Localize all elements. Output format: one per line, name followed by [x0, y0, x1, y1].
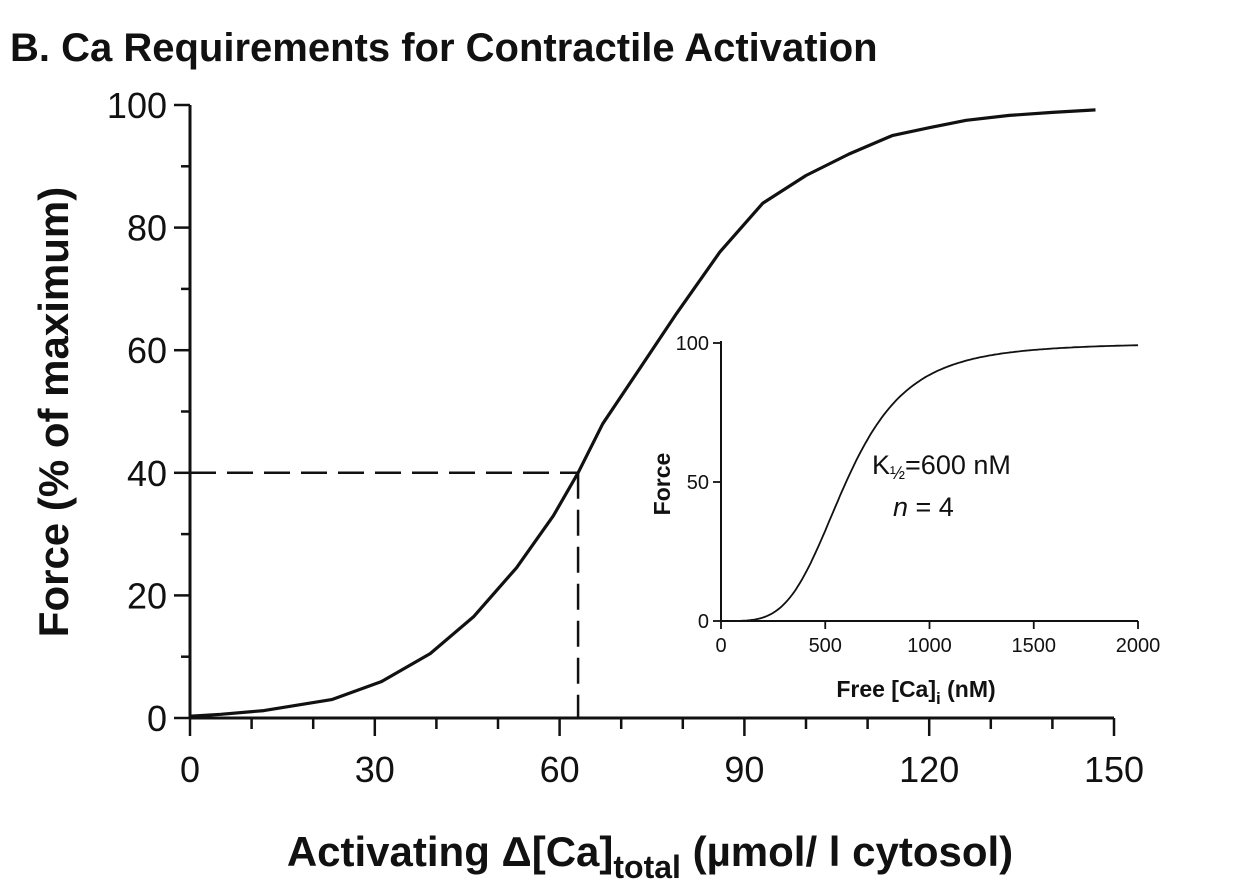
main-x-axis-label: Activating Δ[Ca]total (µmol/ l cytosol) [287, 828, 1013, 885]
x-tick-label: 120 [899, 749, 959, 790]
inset-y-tick-label: 50 [687, 472, 709, 494]
inset-x-tick-label: 1000 [907, 635, 952, 657]
x-tick-label: 150 [1084, 749, 1144, 790]
inset-x-tick-label: 2000 [1116, 635, 1161, 657]
figure-title: B. Ca Requirements for Contractile Activ… [10, 26, 878, 70]
main-series-line [189, 108, 1096, 718]
inset-series-line [721, 344, 1139, 622]
y-tick-label: 40 [127, 453, 167, 494]
x-tick-label: 0 [180, 749, 200, 790]
inset-y-tick-label: 0 [698, 611, 709, 633]
inset-x-tick-label: 500 [809, 635, 842, 657]
inset-y-tick-label: 100 [676, 333, 709, 355]
y-tick-label: 100 [107, 85, 167, 126]
y-tick-label: 60 [127, 330, 167, 371]
inset-chart: 0 500 1000 1500 2000 0 50 100 Force Free [Ca]i … [649, 333, 1160, 708]
y-tick-label: 20 [127, 575, 167, 616]
y-tick-label: 0 [147, 698, 167, 739]
inset-y-axis-label: Force [649, 453, 675, 516]
inset-khalf-annotation: K½=600 nM [872, 450, 1011, 483]
inset-x-tick-label: 1500 [1012, 635, 1057, 657]
y-tick-label: 80 [127, 208, 167, 249]
x-tick-label: 30 [355, 749, 395, 790]
main-y-axis-label: Force (% of maximum) [30, 187, 77, 637]
x-tick-label: 90 [724, 749, 764, 790]
inset-n-annotation: n = 4 [893, 492, 954, 522]
inset-x-axis-label: Free [Ca]i (nM) [836, 676, 995, 708]
x-tick-label: 60 [540, 749, 580, 790]
inset-x-tick-label: 0 [715, 635, 726, 657]
